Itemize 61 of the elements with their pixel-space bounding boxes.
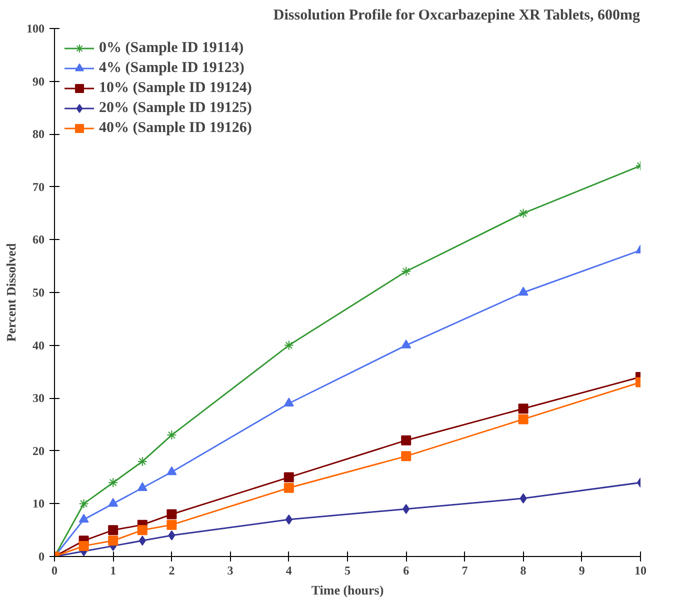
point (108, 478, 118, 488)
point (284, 398, 294, 406)
x-tick-label: 1 (110, 564, 116, 578)
y-tick-label: 60 (32, 232, 44, 247)
point (166, 430, 177, 440)
y-tick-label: 80 (32, 127, 44, 142)
point (78, 514, 89, 523)
point (401, 266, 412, 276)
point (137, 456, 148, 466)
point (137, 482, 148, 491)
point (108, 525, 118, 536)
y-tick-label: 100 (26, 22, 44, 36)
x-tick-label: 5 (344, 564, 350, 578)
point (168, 530, 176, 540)
legend-label: 0% (Sample ID 19114) (99, 40, 244, 56)
x-tick-label: 8 (520, 564, 526, 578)
y-tick-label: 30 (32, 391, 44, 406)
y-tick-label: 40 (32, 338, 44, 352)
x-tick-label: 6 (403, 564, 410, 578)
point (402, 504, 410, 514)
point (285, 514, 292, 525)
point (518, 208, 528, 218)
legend-label: 4% (Sample ID 19123) (99, 60, 244, 76)
chart-title: Dissolution Profile for Oxcarbazepine XR Tablets, 600mg (273, 8, 640, 24)
point (166, 466, 177, 476)
y-tick-label: 10 (32, 496, 44, 511)
x-tick-label: 4 (286, 564, 292, 578)
legend-label: 20% (Sample ID 19125) (99, 100, 252, 116)
legend-label: 40% (Sample ID 19126) (99, 120, 252, 136)
point (166, 509, 177, 520)
y-axis-title: Percent Dissolved (4, 242, 18, 342)
point (401, 340, 412, 348)
y-tick-label: 20 (32, 444, 44, 458)
y-tick-label: 0 (38, 550, 44, 564)
point (78, 498, 89, 509)
point (137, 525, 148, 536)
point (284, 472, 294, 482)
point (108, 498, 118, 507)
point (518, 414, 528, 424)
y-tick-label: 70 (32, 180, 44, 194)
point (518, 286, 528, 296)
x-tick-label: 10 (634, 564, 646, 578)
point (166, 520, 177, 530)
x-tick-label: 3 (227, 564, 234, 578)
point (284, 340, 294, 350)
x-tick-label: 9 (578, 564, 585, 578)
y-tick-label: 90 (32, 74, 44, 88)
point (518, 404, 528, 414)
x-tick-label: 2 (168, 564, 175, 578)
legend-label: 10% (Sample ID 19124) (99, 80, 252, 96)
point (284, 482, 294, 493)
x-tick-label: 7 (462, 564, 468, 578)
point (108, 536, 118, 546)
point (138, 536, 146, 546)
y-tick-label: 50 (32, 286, 44, 300)
x-tick-label: 0 (52, 564, 58, 578)
point (401, 451, 412, 462)
point (520, 493, 527, 504)
point (401, 435, 412, 446)
x-axis-title: Time (hours) (311, 582, 384, 598)
point (78, 540, 89, 551)
